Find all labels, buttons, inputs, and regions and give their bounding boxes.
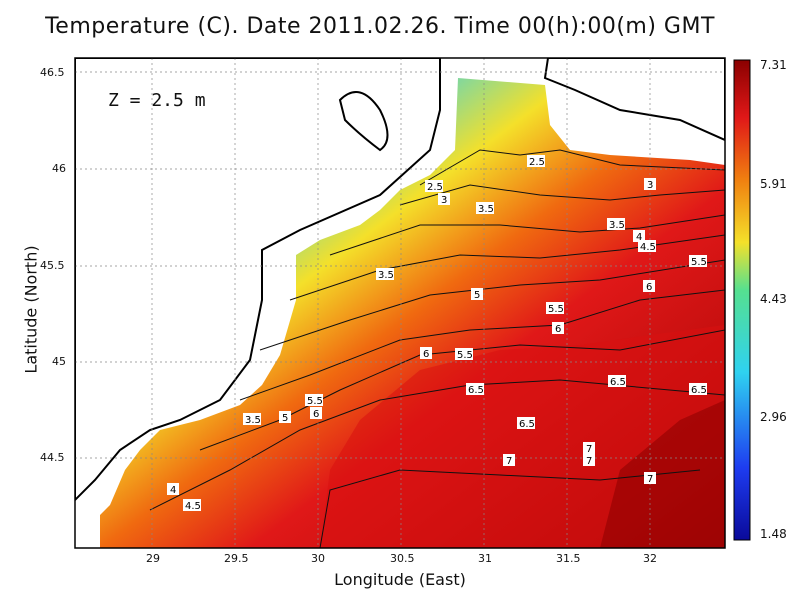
contour-label: 4.5 <box>638 240 656 253</box>
svg-text:6.5: 6.5 <box>691 385 707 396</box>
depth-label: Z = 2.5 m <box>108 90 206 111</box>
temperature-field <box>75 58 725 548</box>
contour-labels: 2.5 2.5 3 3 3.5 3.5 3.5 3.5 4 4 4.5 4.5 … <box>167 155 707 512</box>
contour-label: 6 <box>310 407 322 420</box>
colorbar <box>733 59 751 541</box>
colorbar-tick: 5.91 <box>760 177 787 191</box>
svg-text:5.5: 5.5 <box>457 350 473 361</box>
svg-text:6: 6 <box>423 349 429 360</box>
x-tick: 31.5 <box>556 552 581 565</box>
contour-label: 5.5 <box>455 348 473 361</box>
svg-text:7: 7 <box>586 456 592 467</box>
contour-label: 6 <box>420 347 432 360</box>
crimea-coast <box>543 58 725 142</box>
svg-text:6.5: 6.5 <box>519 419 535 430</box>
svg-text:7: 7 <box>506 456 512 467</box>
plot-frame <box>74 57 726 549</box>
liman-outline <box>338 91 389 152</box>
svg-text:2.5: 2.5 <box>529 157 545 168</box>
contour-label: 7 <box>503 454 515 467</box>
grid-lines <box>75 58 725 548</box>
x-tick: 30 <box>311 552 325 565</box>
contour-label: 4 <box>633 230 645 243</box>
x-tick: 32 <box>643 552 657 565</box>
svg-text:2.5: 2.5 <box>427 182 443 193</box>
svg-text:6.5: 6.5 <box>610 377 626 388</box>
y-tick: 45.5 <box>40 259 65 272</box>
svg-text:6: 6 <box>555 324 561 335</box>
svg-text:3: 3 <box>647 180 653 191</box>
contour-label: 5 <box>279 411 291 424</box>
contour-label: 3.5 <box>376 268 394 281</box>
svg-text:6: 6 <box>646 282 652 293</box>
svg-text:7: 7 <box>647 474 653 485</box>
contour-label: 4 <box>167 483 179 496</box>
contour-label: 3.5 <box>476 202 494 215</box>
svg-text:6.5: 6.5 <box>468 385 484 396</box>
contour-label: 6 <box>552 322 564 335</box>
svg-text:3.5: 3.5 <box>478 204 494 215</box>
contour-label: 3 <box>438 193 450 206</box>
svg-text:4.5: 4.5 <box>185 501 201 512</box>
x-tick: 29.5 <box>224 552 249 565</box>
svg-text:4: 4 <box>170 485 176 496</box>
contour-label: 7 <box>644 472 656 485</box>
contour-label: 5 <box>471 288 483 301</box>
chart-title: Temperature (C). Date 2011.02.26. Time 0… <box>45 14 715 39</box>
contour-label: 6.5 <box>608 375 626 388</box>
svg-text:7: 7 <box>586 444 592 455</box>
svg-text:4.5: 4.5 <box>640 242 656 253</box>
contour-label: 2.5 <box>425 180 443 193</box>
contour-label: 5.5 <box>305 394 323 407</box>
x-tick: 29 <box>146 552 160 565</box>
contour-label: 6 <box>643 280 655 293</box>
x-tick: 30.5 <box>390 552 415 565</box>
y-tick: 46 <box>52 162 66 175</box>
contour-label: 3.5 <box>607 218 625 231</box>
svg-text:3.5: 3.5 <box>609 220 625 231</box>
svg-text:5: 5 <box>474 290 480 301</box>
y-tick: 44.5 <box>40 451 65 464</box>
x-tick: 31 <box>478 552 492 565</box>
svg-text:3: 3 <box>441 195 447 206</box>
svg-text:3.5: 3.5 <box>245 415 261 426</box>
y-tick: 45 <box>52 355 66 368</box>
contour-label: 3.5 <box>243 413 261 426</box>
svg-text:4: 4 <box>636 232 642 243</box>
svg-text:5: 5 <box>282 413 288 424</box>
y-tick: 46.5 <box>40 66 65 79</box>
contour-label: 7 <box>583 454 595 467</box>
contour-label: 5.5 <box>546 302 564 315</box>
contour-label: 6.5 <box>517 417 535 430</box>
contour-label: 6.5 <box>466 383 484 396</box>
svg-text:6: 6 <box>313 409 319 420</box>
colorbar-tick: 2.96 <box>760 410 787 424</box>
contour-label: 4.5 <box>183 499 201 512</box>
contour-label: 5.5 <box>689 255 707 268</box>
svg-text:5.5: 5.5 <box>307 396 323 407</box>
contour-label: 3 <box>644 178 656 191</box>
svg-text:5.5: 5.5 <box>691 257 707 268</box>
colorbar-tick: 7.31 <box>760 58 787 72</box>
contour-label: 6.5 <box>689 383 707 396</box>
svg-text:5.5: 5.5 <box>548 304 564 315</box>
colorbar-tick: 4.43 <box>760 292 787 306</box>
contour-label: 2.5 <box>527 155 545 168</box>
x-axis-label: Longitude (East) <box>334 570 466 589</box>
colorbar-tick: 1.48 <box>760 527 787 541</box>
land-coastline <box>75 58 441 502</box>
svg-text:3.5: 3.5 <box>378 270 394 281</box>
contour-label: 7 <box>583 442 595 455</box>
